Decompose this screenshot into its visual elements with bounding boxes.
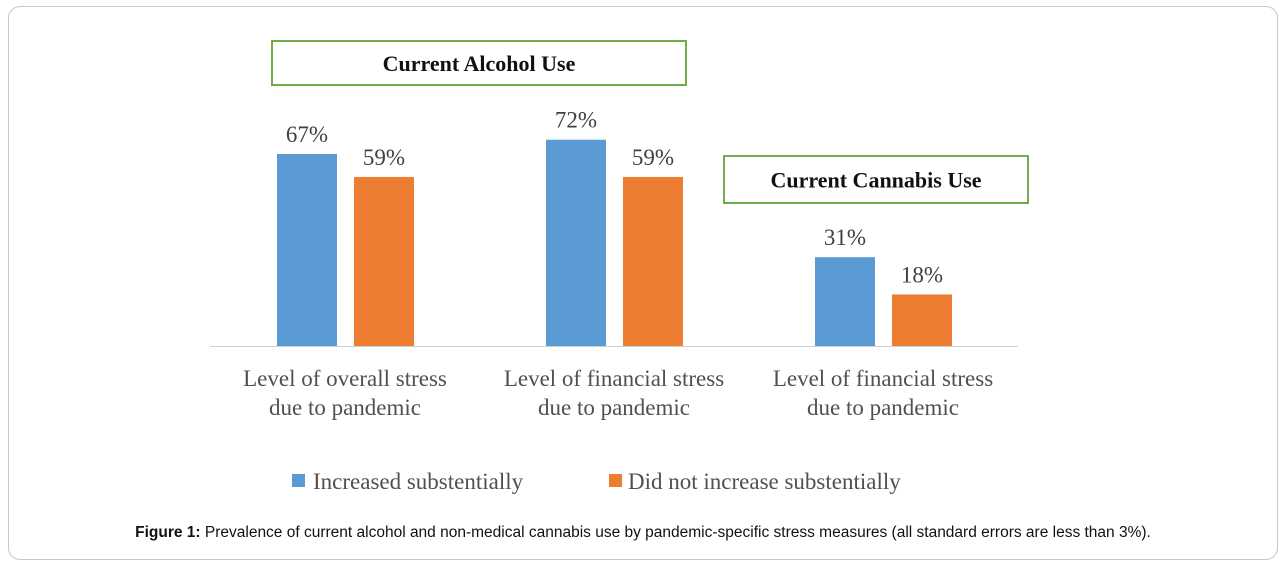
category-label-3-line-2: due to pandemic	[807, 395, 959, 420]
data-label: 59%	[632, 145, 674, 170]
category-label-2-line-2: due to pandemic	[538, 395, 690, 420]
cannabis-box-title: Current Cannabis Use	[770, 168, 981, 193]
data-label: 31%	[824, 225, 866, 250]
category-label-3-line-1: Level of financial stress	[773, 366, 993, 391]
legend-label-2: Did not increase substentially	[628, 469, 901, 494]
bar-increased-2	[546, 139, 606, 346]
bar-not-increased-1	[354, 176, 414, 346]
bar-not-increased-2	[623, 176, 683, 346]
alcohol-box-title: Current Alcohol Use	[383, 51, 576, 76]
category-label-1-line-2: due to pandemic	[269, 395, 421, 420]
cannabis-box	[723, 155, 1029, 204]
alcohol-box	[271, 40, 687, 86]
data-label: 67%	[286, 122, 328, 147]
caption-text: Prevalence of current alcohol and non-me…	[200, 524, 1151, 541]
category-label-1-line-1: Level of overall stress	[243, 366, 447, 391]
bar-chart: 67% 59% Level of overall stress due to pand…	[210, 40, 1029, 494]
bar-increased-3	[815, 257, 875, 346]
figure-caption: Figure 1: Prevalence of current alcohol …	[0, 524, 1286, 542]
data-label: 59%	[363, 145, 405, 170]
legend-label-1: Increased substentially	[313, 469, 524, 494]
bar-increased-1	[277, 154, 337, 346]
category-label-2-line-1: Level of financial stress	[504, 366, 724, 391]
bar-not-increased-3	[892, 294, 952, 346]
data-label: 72%	[555, 108, 597, 133]
legend-swatch-2	[609, 474, 622, 487]
data-label: 18%	[901, 262, 943, 287]
legend-swatch-1	[292, 474, 305, 487]
caption-label: Figure 1:	[135, 524, 201, 541]
